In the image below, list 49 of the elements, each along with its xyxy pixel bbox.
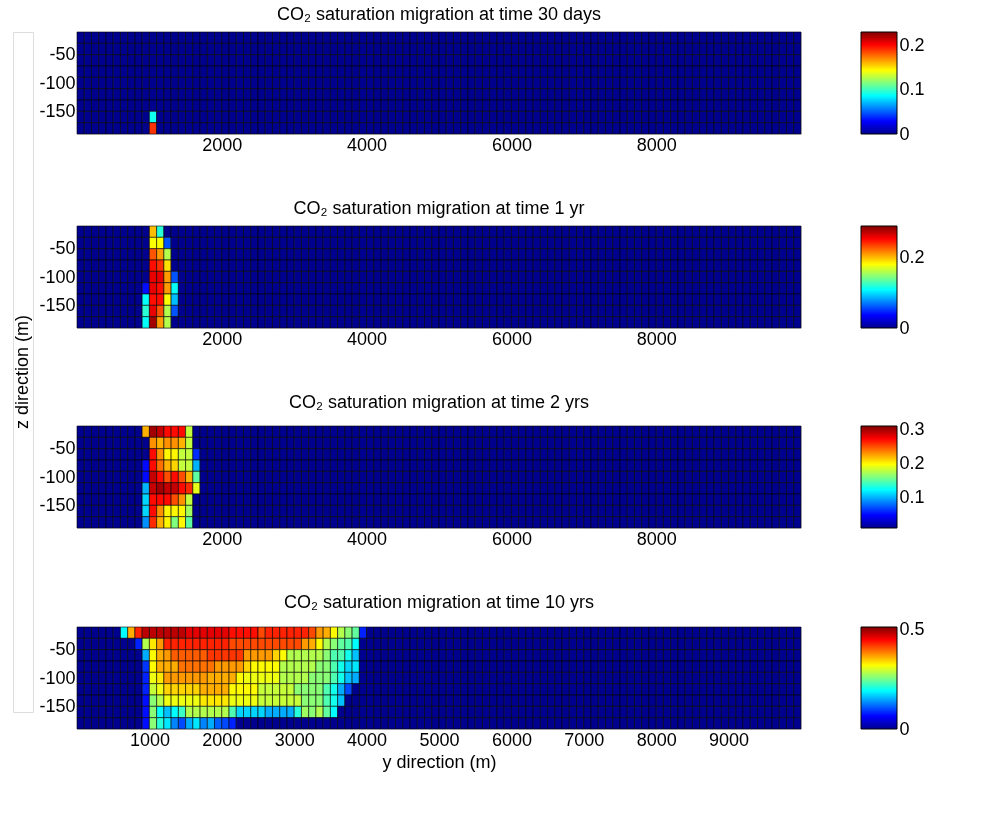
chart-title: CO₂ saturation migration at time 2 yrs (288, 392, 590, 413)
y-tick-label: -50 (49, 438, 76, 459)
x-tick-label: 3000 (274, 729, 315, 750)
x-tick-label: 4000 (347, 528, 388, 549)
x-tick-label: 6000 (491, 729, 532, 750)
y-tick-label: -150 (39, 494, 76, 515)
x-tick-label: 9000 (709, 729, 750, 750)
x-tick-label: 2000 (202, 729, 243, 750)
y-tick-label: -100 (39, 667, 76, 688)
x-tick-label: 1000 (129, 729, 170, 750)
chart-title: CO₂ saturation migration at time 30 days (276, 3, 602, 24)
x-tick-label: 8000 (636, 328, 677, 349)
y-axis-title: z direction (m) (12, 314, 32, 430)
color-bar-label: 0 (899, 317, 910, 338)
y-tick-label: -100 (39, 266, 76, 287)
x-tick-label: 2000 (202, 528, 243, 549)
y-tick-label: -50 (49, 238, 76, 259)
y-tick-label: -50 (49, 44, 76, 65)
x-tick-label: 4000 (347, 134, 388, 155)
x-tick-label: 8000 (636, 134, 677, 155)
y-tick-label: -50 (49, 639, 76, 660)
x-tick-label: 5000 (419, 729, 460, 750)
color-bar-label: 0.3 (899, 418, 925, 439)
x-tick-label: 8000 (636, 528, 677, 549)
y-tick-label: -150 (39, 695, 76, 716)
color-bar-label: 0.1 (899, 79, 925, 100)
x-tick-label: 6000 (491, 328, 532, 349)
x-tick-label: 2000 (202, 328, 243, 349)
color-bar-label: 0 (899, 123, 910, 144)
x-tick-label: 4000 (347, 729, 388, 750)
color-bar-label: 0.1 (899, 486, 925, 507)
color-bar-label: 0 (899, 718, 910, 739)
x-tick-label: 7000 (564, 729, 605, 750)
y-tick-label: -100 (39, 466, 76, 487)
x-tick-label: 6000 (491, 134, 532, 155)
color-bar-label: 0.2 (899, 452, 925, 473)
color-bar-label: 0.2 (899, 247, 925, 268)
x-tick-label: 2000 (202, 134, 243, 155)
chart-title: CO₂ saturation migration at time 1 yr (293, 197, 585, 218)
color-bar-label: 0.2 (899, 34, 925, 55)
color-bar-label: 0.5 (899, 618, 925, 639)
y-tick-label: -150 (39, 100, 76, 121)
x-tick-label: 8000 (636, 729, 677, 750)
x-axis-title: y direction (m) (382, 751, 497, 772)
chart-title: CO₂ saturation migration at time 10 yrs (283, 592, 595, 612)
y-tick-label: -150 (39, 294, 76, 315)
y-tick-label: -100 (39, 72, 76, 93)
x-tick-label: 6000 (491, 528, 532, 549)
x-tick-label: 4000 (347, 328, 388, 349)
